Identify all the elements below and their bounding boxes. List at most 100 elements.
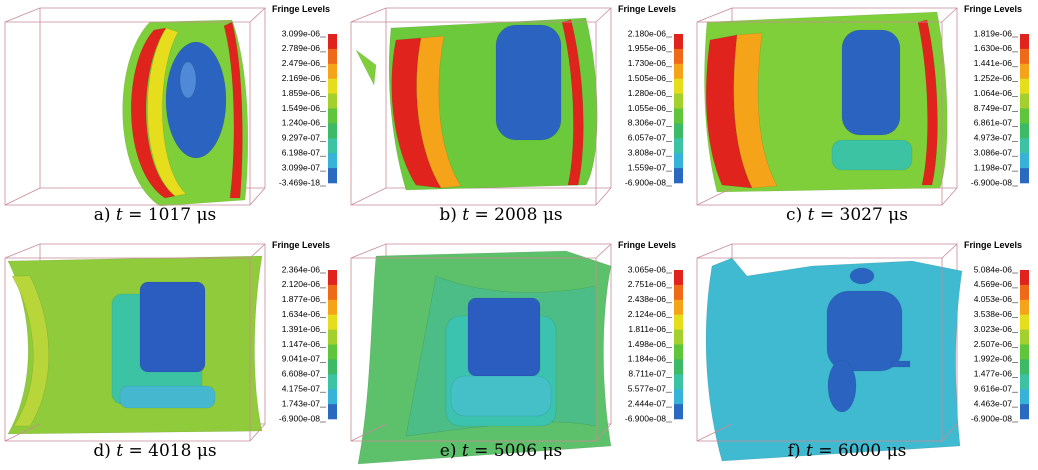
simulation-render	[697, 244, 962, 461]
colorbar-band	[328, 330, 337, 345]
caption-value: = 4018 μs	[129, 441, 217, 461]
colorbar-band	[674, 64, 683, 79]
level-label: 1.730e-06	[628, 58, 667, 68]
caption: e) t = 5006 μs	[440, 441, 562, 461]
level-label: 1.477e-06	[974, 369, 1013, 379]
colorbar-band	[328, 34, 337, 49]
colorbar-band	[1020, 285, 1029, 300]
colorbar-band	[674, 34, 683, 49]
colorbar-band	[674, 270, 683, 285]
caption: c) t = 3027 μs	[786, 205, 908, 225]
colorbar-band	[1020, 138, 1029, 153]
caption: a) t = 1017 μs	[94, 205, 217, 225]
colorbar-band	[328, 389, 337, 404]
level-label: 1.064e-06	[974, 88, 1013, 98]
legend-title: Fringe Levels	[964, 4, 1022, 14]
level-label: 1.391e-06	[282, 324, 321, 334]
level-label: 4.463e-07	[974, 398, 1013, 408]
fringe-surface	[140, 282, 205, 372]
level-label: 2.169e-06	[282, 73, 321, 83]
level-label: 2.438e-06	[628, 294, 667, 304]
colorbar-band	[328, 315, 337, 330]
level-label: 9.297e-07	[282, 133, 321, 143]
level-label: 1.549e-06	[282, 103, 321, 113]
caption-label: b)	[439, 205, 457, 225]
colorbar-band	[1020, 330, 1029, 345]
level-label: 3.086e-07	[974, 147, 1013, 157]
level-label: 9.041e-07	[282, 354, 321, 364]
level-label: 1.630e-06	[974, 43, 1013, 53]
level-label: 1.184e-06	[628, 354, 667, 364]
level-label: 1.877e-06	[282, 294, 321, 304]
simulation-render	[5, 8, 265, 206]
colorbar-band	[674, 404, 683, 419]
fringe-surface	[842, 30, 900, 135]
colorbar-band	[1020, 94, 1029, 109]
colorbar-band	[328, 359, 337, 374]
colorbar-band	[328, 49, 337, 64]
level-label: 3.023e-06	[974, 324, 1013, 334]
fringe-surface	[496, 25, 561, 140]
level-label: 8.749e-07	[974, 103, 1013, 113]
level-label: 3.099e-06	[282, 28, 321, 38]
level-label: 1.147e-06	[282, 339, 321, 349]
level-label: -6.900e-08	[971, 177, 1012, 187]
caption-variable: t	[806, 441, 813, 461]
colorbar-band	[328, 64, 337, 79]
caption: b) t = 2008 μs	[439, 205, 562, 225]
colorbar-band	[328, 404, 337, 419]
level-label: -6.900e-08	[971, 413, 1012, 423]
panel: Fringe Levels2.364e-062.120e-061.877e-06…	[5, 240, 337, 461]
colorbar-band	[674, 168, 683, 183]
fringe-surface	[180, 62, 196, 98]
colorbar-band	[1020, 404, 1029, 419]
level-label: -3.469e-18	[279, 177, 320, 187]
colorbar-band	[1020, 64, 1029, 79]
colorbar-band	[328, 270, 337, 285]
colorbar-band	[674, 285, 683, 300]
caption-variable: t	[462, 205, 469, 225]
level-label: 4.053e-06	[974, 294, 1013, 304]
caption-variable: t	[116, 441, 123, 461]
panel: Fringe Levels2.180e-061.955e-061.730e-06…	[351, 4, 683, 225]
caption: d) t = 4018 μs	[93, 441, 216, 461]
colorbar-band	[674, 300, 683, 315]
level-label: 3.808e-07	[628, 147, 667, 157]
level-label: 1.240e-06	[282, 118, 321, 128]
colorbar-band	[328, 285, 337, 300]
legend-title: Fringe Levels	[964, 240, 1022, 250]
level-label: 1.280e-06	[628, 88, 667, 98]
caption-variable: t	[116, 205, 123, 225]
colorbar-band	[1020, 123, 1029, 138]
level-label: 2.444e-07	[628, 398, 667, 408]
level-label: 4.175e-07	[282, 383, 321, 393]
caption-label: e)	[440, 441, 457, 461]
level-label: 8.711e-07	[628, 369, 666, 379]
caption-label: c)	[786, 205, 802, 225]
panel: Fringe Levels1.819e-061.630e-061.441e-06…	[697, 4, 1029, 225]
level-label: -6.900e-08	[625, 413, 666, 423]
level-label: 6.198e-07	[282, 147, 321, 157]
level-label: 1.252e-06	[974, 73, 1013, 83]
level-label: -6.900e-08	[625, 177, 666, 187]
colorbar-band	[674, 330, 683, 345]
panel: Fringe Levels3.099e-062.789e-062.479e-06…	[5, 4, 337, 225]
colorbar-band	[674, 315, 683, 330]
colorbar-band	[674, 374, 683, 389]
colorbar-band	[1020, 168, 1029, 183]
colorbar-band	[328, 123, 337, 138]
colorbar-band	[674, 345, 683, 360]
level-label: -6.900e-08	[279, 413, 320, 423]
level-label: 5.577e-07	[628, 383, 667, 393]
level-label: 1.498e-06	[628, 339, 667, 349]
fringe-surface	[850, 268, 874, 284]
caption-value: = 3027 μs	[820, 205, 908, 225]
level-label: 1.859e-06	[282, 88, 321, 98]
colorbar-band	[674, 389, 683, 404]
colorbar-band	[674, 153, 683, 168]
level-label: 1.441e-06	[974, 58, 1013, 68]
level-label: 1.992e-06	[974, 354, 1013, 364]
level-label: 1.505e-06	[628, 73, 667, 83]
caption-label: a)	[94, 205, 111, 225]
legend-title: Fringe Levels	[618, 240, 676, 250]
